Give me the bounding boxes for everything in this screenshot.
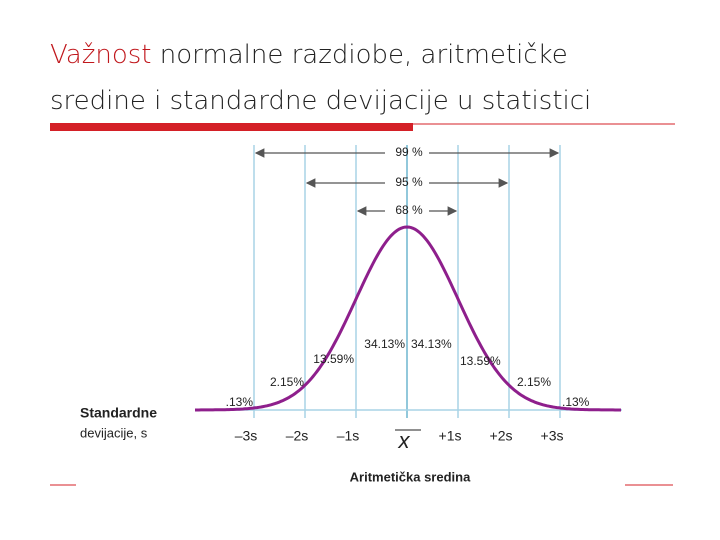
title-text: sredine i standardne devijacije u statis… <box>50 86 592 116</box>
axis-label: –3s <box>235 428 258 444</box>
area-label: 34.13% <box>411 337 452 351</box>
area-label: 34.13% <box>364 337 405 351</box>
normal-curve <box>195 225 621 412</box>
title-line: Važnost normalne razdiobe, aritmetičke <box>50 32 591 78</box>
axis-title: Standardne <box>80 405 157 421</box>
axis-label: –1s <box>337 428 360 444</box>
area-label: .13% <box>226 395 254 409</box>
mean-label: Aritmetička sredina <box>350 469 471 484</box>
range-label: 99 % <box>395 145 423 159</box>
axis-label: x <box>398 428 411 453</box>
title-highlight: Važnost <box>50 40 152 70</box>
range-label: 95 % <box>395 175 423 189</box>
axis-label: +1s <box>439 428 462 444</box>
axis-label: +2s <box>490 428 513 444</box>
range-label: 68 % <box>395 203 423 217</box>
slide-title: Važnost normalne razdiobe, aritmetičke s… <box>50 32 591 124</box>
axis-title: devijacije, s <box>80 425 148 440</box>
area-label: .13% <box>562 395 590 409</box>
area-label: 13.59% <box>460 354 501 368</box>
title-text: normalne razdiobe, aritmetičke <box>159 40 568 70</box>
axis-label: +3s <box>541 428 564 444</box>
area-label: 2.15% <box>517 375 551 389</box>
normal-curve-diagram: 99 % 95 % 68 % 34.13% 34.13% 13.59% 13.59% 2.15… <box>80 145 622 484</box>
title-bar <box>50 123 413 131</box>
axis-label: –2s <box>286 428 309 444</box>
area-label: 13.59% <box>313 352 354 366</box>
area-label: 2.15% <box>270 375 304 389</box>
